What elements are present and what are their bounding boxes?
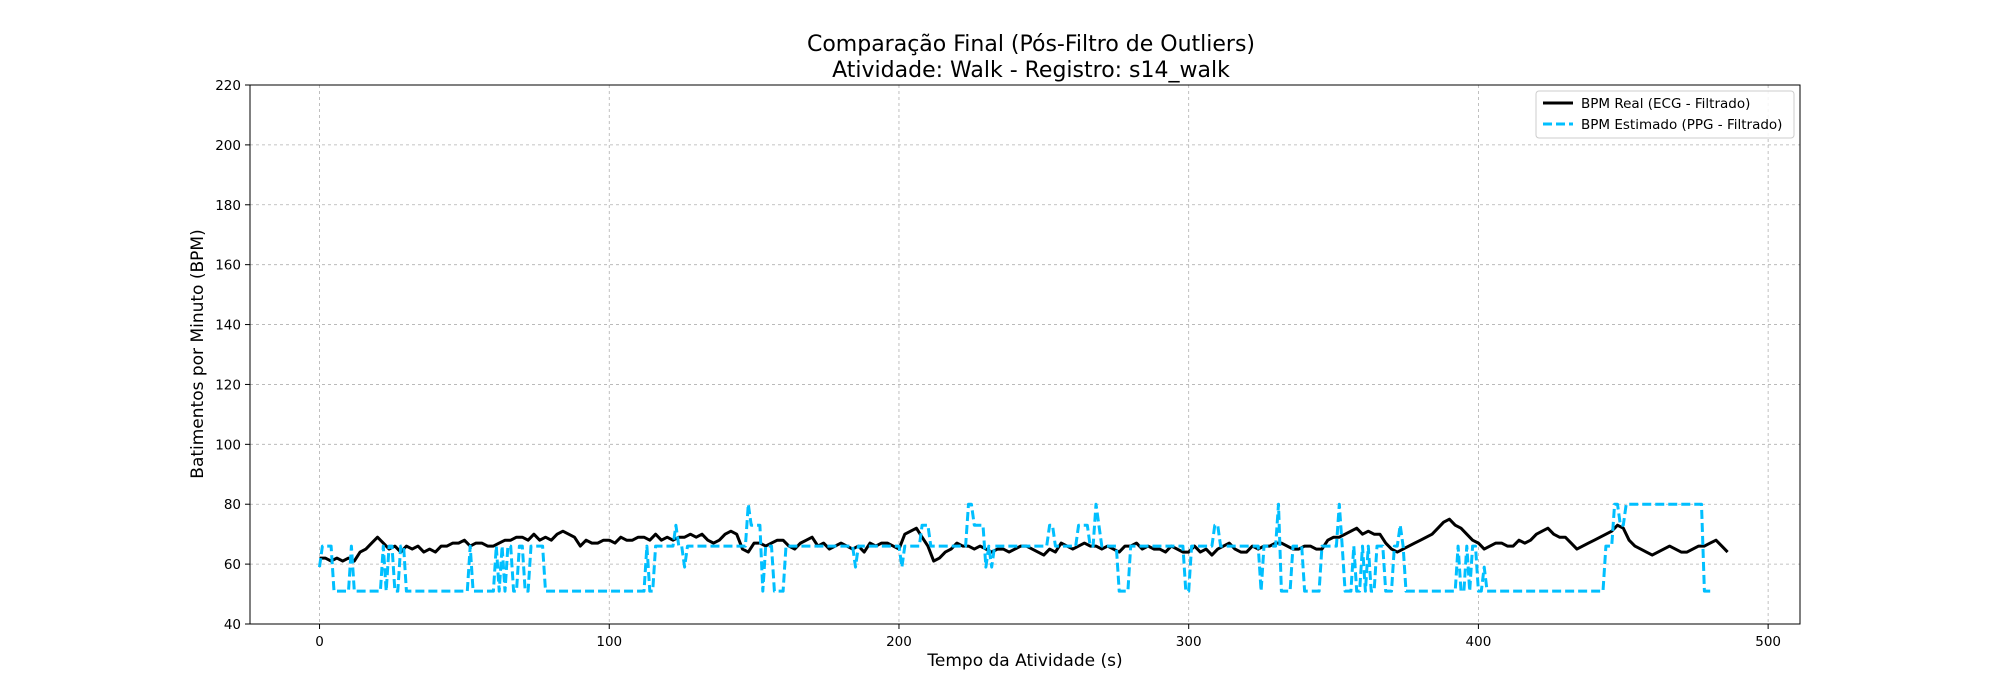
x-tick-label: 300	[1176, 634, 1202, 650]
y-tick-label: 120	[215, 377, 241, 393]
x-tick-label: 0	[315, 634, 324, 650]
y-tick-label: 180	[215, 198, 241, 214]
x-tick-label: 100	[596, 634, 622, 650]
y-tick-label: 60	[224, 557, 241, 573]
y-tick-label: 100	[215, 437, 241, 453]
x-tick-label: 200	[886, 634, 912, 650]
axis-ticks: 40 60 80 100 120 140 160 180 200 220 0 100 200 300 400…	[215, 78, 1781, 650]
y-tick-label: 140	[215, 318, 241, 334]
y-tick-label: 220	[215, 78, 241, 94]
x-axis-label: Tempo da Atividade (s)	[926, 651, 1122, 671]
series-line-ecg	[319, 517, 1729, 563]
plot-frame	[249, 84, 1801, 625]
legend-label-ecg: BPM Real (ECG - Filtrado)	[1581, 96, 1750, 112]
y-tick-label: 160	[215, 258, 241, 274]
chart-title-line2: Atividade: Walk - Registro: s14_walk	[832, 58, 1230, 83]
legend-label-ppg: BPM Estimado (PPG - Filtrado)	[1581, 117, 1782, 133]
chart-title-line1: Comparação Final (Pós-Filtro de Outliers…	[807, 32, 1255, 57]
x-tick-label: 400	[1466, 634, 1492, 650]
y-tick-label: 80	[224, 497, 241, 513]
legend: BPM Real (ECG - Filtrado) BPM Estimado (…	[1535, 90, 1795, 139]
series-layer	[318, 502, 1729, 593]
x-tick-label: 500	[1755, 634, 1781, 650]
legend-box	[1535, 90, 1795, 139]
y-axis-label: Batimentos por Minuto (BPM)	[188, 229, 208, 478]
y-tick-label: 200	[215, 138, 241, 154]
y-tick-label: 40	[224, 617, 241, 633]
series-line-ppg	[318, 502, 1711, 593]
